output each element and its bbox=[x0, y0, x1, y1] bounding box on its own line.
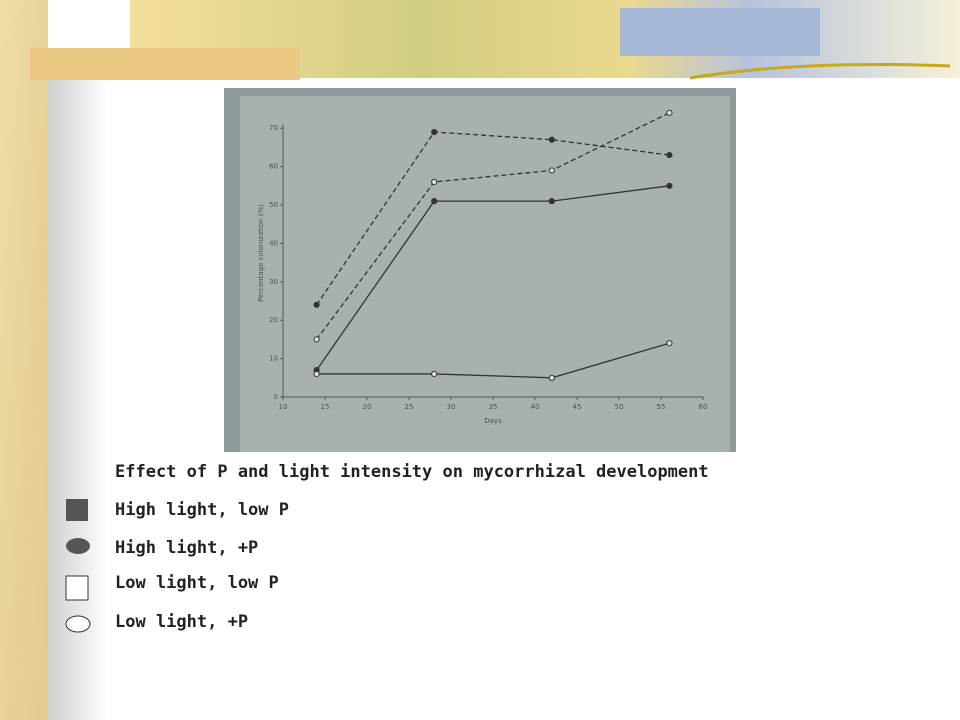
series-marker bbox=[431, 128, 438, 136]
y-axis-label: Percentage colonization (%) bbox=[257, 204, 265, 302]
series-marker bbox=[666, 151, 673, 159]
legend-open-ellipse bbox=[65, 615, 91, 633]
legend-item: Low light, low P bbox=[115, 573, 279, 593]
photo-paper bbox=[240, 96, 730, 452]
x-tick-label: 45 bbox=[573, 403, 582, 411]
legend-filled-square bbox=[66, 499, 88, 521]
x-tick-label: 55 bbox=[657, 403, 666, 411]
x-tick-label: 40 bbox=[531, 403, 540, 411]
series-marker bbox=[431, 370, 438, 378]
series-marker bbox=[431, 178, 438, 186]
side-shadow bbox=[48, 80, 108, 720]
y-tick-label: 10 bbox=[269, 355, 278, 363]
series-marker bbox=[313, 370, 320, 378]
legend-item: Low light, +P bbox=[115, 612, 248, 632]
series-marker bbox=[313, 336, 320, 343]
y-tick-label: 70 bbox=[269, 124, 278, 132]
x-tick-label: 20 bbox=[363, 403, 372, 411]
series-line bbox=[316, 185, 670, 371]
x-axis-label: Days bbox=[484, 417, 502, 425]
series-marker bbox=[548, 167, 555, 174]
series-marker bbox=[313, 301, 320, 308]
side-texture bbox=[0, 0, 48, 720]
series-line bbox=[316, 112, 670, 340]
y-tick-label: 50 bbox=[269, 201, 278, 209]
series-marker bbox=[666, 109, 673, 116]
x-tick-label: 15 bbox=[321, 403, 330, 411]
series-marker bbox=[666, 182, 673, 189]
caption: Effect of P and light intensity on mycor… bbox=[115, 462, 709, 482]
y-tick-label: 60 bbox=[269, 163, 278, 171]
series-marker bbox=[431, 198, 438, 205]
y-tick-label: 0 bbox=[274, 393, 278, 401]
x-tick-label: 25 bbox=[405, 403, 414, 411]
legend-item: High light, low P bbox=[115, 500, 289, 520]
y-tick-label: 30 bbox=[269, 278, 278, 286]
series-line bbox=[316, 342, 670, 379]
series-marker bbox=[548, 198, 555, 205]
series-marker bbox=[666, 340, 673, 347]
legend-item: High light, +P bbox=[115, 538, 258, 558]
x-tick-label: 60 bbox=[699, 403, 708, 411]
banner-strip bbox=[30, 48, 300, 80]
series-line bbox=[316, 131, 670, 306]
series-marker bbox=[548, 136, 555, 143]
banner-grass bbox=[689, 63, 951, 80]
x-tick-label: 10 bbox=[279, 403, 288, 411]
series-marker bbox=[548, 374, 555, 381]
x-tick-label: 30 bbox=[447, 403, 456, 411]
x-tick-label: 35 bbox=[489, 403, 498, 411]
y-tick-label: 20 bbox=[269, 316, 278, 324]
chart: 10 15 20 25 30 35 40 45 50 55 60010203040506070Day… bbox=[257, 109, 708, 425]
legend-filled-ellipse bbox=[66, 538, 90, 554]
banner-flowers bbox=[620, 8, 820, 56]
x-tick-label: 50 bbox=[615, 403, 624, 411]
y-tick-label: 40 bbox=[269, 239, 278, 247]
legend-open-square bbox=[65, 575, 89, 601]
